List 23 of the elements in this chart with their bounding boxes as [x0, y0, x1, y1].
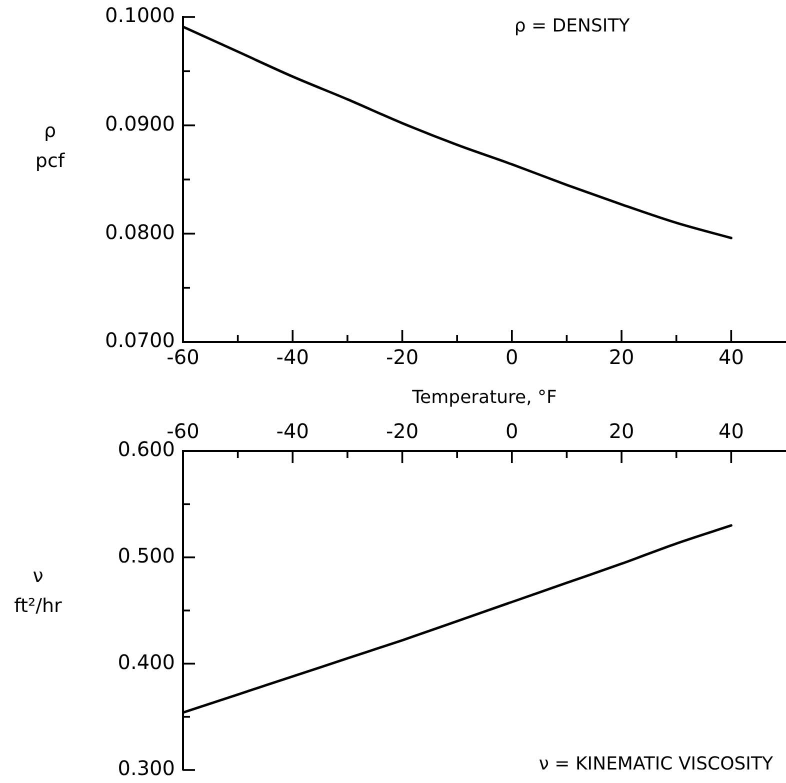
y-axis-title: ρ pcf — [35, 120, 66, 172]
x-tick-label: 0 — [506, 345, 518, 370]
x-axis-title: Temperature, °F — [411, 386, 557, 408]
y-tick-label: 0.0700 — [105, 328, 175, 352]
x-tick-label: 20 — [608, 345, 634, 370]
x-tick-label: -20 — [386, 419, 419, 444]
x-tick-label: 20 — [608, 419, 634, 444]
annotation: ν = KINEMATIC VISCOSITY — [538, 754, 774, 775]
x-tick-label: 40 — [718, 345, 744, 370]
y-tick-label: 0.1000 — [105, 3, 175, 28]
x-tick-label: -20 — [386, 345, 419, 370]
y-tick-label: 0.500 — [118, 544, 175, 568]
x-tick-label: -40 — [276, 345, 309, 370]
y-axis-title: ν ft²/hr — [14, 564, 62, 617]
y-tick-label: 0.0800 — [105, 220, 175, 244]
annotation: ρ = DENSITY — [514, 16, 631, 37]
x-tick-label: 40 — [718, 419, 744, 444]
y-tick-label: 0.600 — [118, 437, 175, 462]
y-tick-label: 0.0900 — [105, 112, 175, 136]
y-tick-label: 0.300 — [118, 756, 175, 780]
x-tick-label: -40 — [276, 419, 309, 444]
x-tick-label: 0 — [506, 419, 518, 444]
y-tick-label: 0.400 — [118, 650, 175, 674]
